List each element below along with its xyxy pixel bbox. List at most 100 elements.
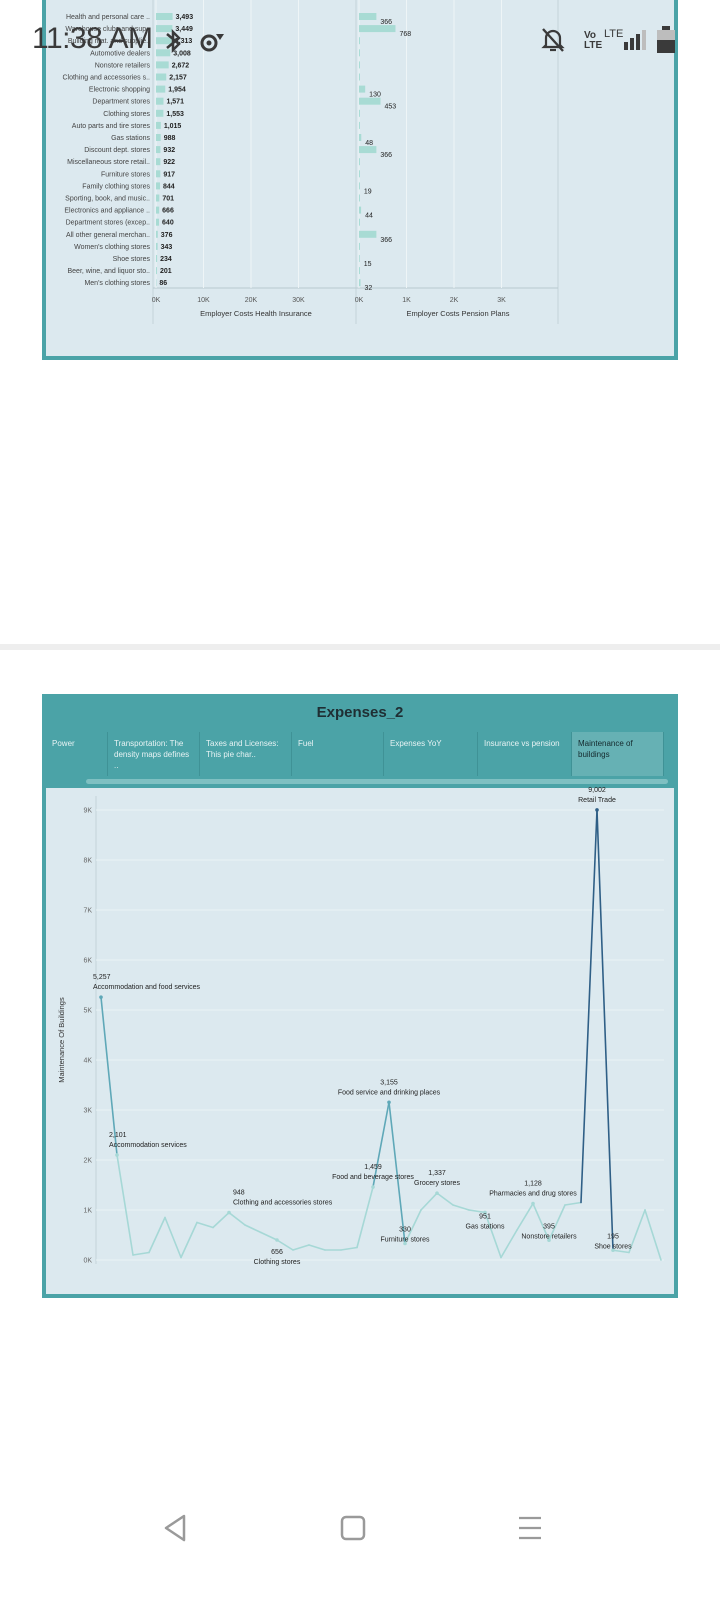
point-category-label: Gas stations (466, 1223, 505, 1230)
point-value-label: 1,128 (524, 1181, 542, 1188)
x-tick-label: 2K (450, 297, 459, 304)
bar-pension (359, 37, 360, 45)
point-value-label: 9,002 (588, 787, 606, 794)
value-label: 1,571 (166, 99, 184, 106)
y-tick-label: 7K (83, 908, 92, 915)
tab-2[interactable]: Taxes and Licenses: This pie char.. (200, 732, 292, 776)
tab-6[interactable]: Maintenance of buildings (572, 732, 664, 776)
employer-costs-card: 0K 10K 20K 30K Employer Costs Health Insuran… (42, 0, 678, 360)
line-segment (196, 1221, 214, 1229)
y-axis-title: Maintenance Of Buildings (57, 997, 66, 1083)
tab-1[interactable]: Transportation: The density maps defines… (108, 732, 200, 776)
bar-health (156, 267, 157, 275)
card-header: Expenses_2 Power Transportation: The dens… (46, 698, 674, 788)
line-segment (532, 1202, 550, 1242)
value-label: 343 (161, 244, 173, 251)
category-label: Department stores (excep.. (66, 220, 150, 227)
employer-costs-chart: 0K 10K 20K 30K Employer Costs Health Insuran… (62, 0, 559, 324)
x-tick-label: 1K (402, 297, 411, 304)
value-label: 48 (365, 140, 373, 147)
value-label: 2,157 (169, 75, 187, 82)
bar-pension (359, 121, 360, 129)
data-point (99, 995, 103, 999)
bar-health (156, 37, 172, 45)
bar-health (156, 170, 161, 178)
recents-icon[interactable] (516, 1512, 544, 1544)
category-label: Family clothing stores (82, 183, 150, 190)
line-segment (356, 1186, 374, 1249)
data-point (403, 1241, 407, 1246)
point-category-label: Retail Trade (578, 797, 616, 804)
tab-5[interactable]: Insurance vs pension (478, 732, 572, 776)
bar-health (156, 85, 166, 93)
bar-pension (359, 61, 360, 69)
category-label: Gas stations (111, 135, 150, 142)
value-label: 701 (162, 196, 174, 203)
data-point (275, 1238, 279, 1242)
category-label: Clothing and accessories s.. (62, 75, 150, 82)
tab-scrollbar[interactable] (86, 779, 668, 784)
point-value-label: 395 (543, 1223, 555, 1230)
point-category-label: Nonstore retailers (521, 1233, 577, 1240)
bar-health (156, 49, 171, 57)
point-value-label: 195 (607, 1233, 619, 1240)
line-segment (148, 1216, 166, 1254)
value-label: 1,954 (168, 87, 186, 94)
bar-health (156, 182, 161, 190)
bar-health (156, 109, 164, 117)
data-point (611, 1248, 615, 1253)
value-label: 1,553 (166, 111, 184, 118)
bar-health (156, 242, 158, 250)
point-category-label: Grocery stores (414, 1180, 460, 1187)
y-tick-label: 8K (83, 858, 92, 865)
value-label: 366 (380, 152, 392, 159)
category-label: Shoe stores (113, 256, 151, 263)
bar-pension (359, 206, 362, 214)
tab-4[interactable]: Expenses YoY (384, 732, 478, 776)
maintenance-line-chart: 0K 1K 2K 3K 4K 5K 6K 7K 8K 9K Maintenance Of Build… (57, 787, 664, 1266)
tab-0[interactable]: Power (46, 732, 108, 776)
value-label: 3,313 (175, 38, 193, 45)
home-icon[interactable] (340, 1512, 366, 1544)
line-segment (420, 1192, 438, 1211)
point-value-label: 1,337 (428, 1170, 446, 1177)
bar-health (156, 255, 158, 262)
bar-pension (359, 182, 360, 190)
tab-3[interactable]: Fuel (292, 732, 384, 776)
line-segment (644, 1209, 662, 1261)
point-value-label: 5,257 (93, 974, 111, 981)
bar-pension (359, 218, 360, 226)
bar-health (156, 61, 169, 69)
y-tick-label: 4K (83, 1058, 92, 1065)
data-point (387, 1100, 391, 1105)
bar-pension (359, 109, 360, 117)
y-tick-label: 6K (83, 958, 92, 965)
bar-pension (359, 230, 377, 238)
value-label: 988 (164, 135, 176, 142)
point-category-label: Shoe stores (594, 1243, 632, 1250)
data-point (227, 1210, 231, 1215)
line-segment (596, 809, 614, 1252)
bar-pension (359, 170, 360, 178)
back-icon[interactable] (160, 1512, 190, 1544)
y-tick-label: 2K (83, 1158, 92, 1165)
point-value-label: 2,101 (109, 1132, 127, 1139)
bar-health (156, 121, 161, 129)
line-segment (612, 1249, 630, 1254)
line-segment (180, 1221, 198, 1259)
point-value-label: 330 (399, 1227, 411, 1234)
line-segment (212, 1211, 230, 1229)
y-tick-label: 1K (83, 1208, 92, 1215)
category-label: Nonstore retailers (95, 62, 151, 69)
line-segment (100, 996, 118, 1156)
value-label: 366 (380, 237, 392, 244)
line-segment (452, 1204, 470, 1211)
line-segment (404, 1209, 422, 1245)
point-value-label: 951 (479, 1213, 491, 1220)
section-divider (0, 644, 720, 650)
line-segment (580, 809, 598, 1204)
point-category-label: Food and beverage stores (332, 1174, 414, 1181)
category-label: Beer, wine, and liquor sto.. (68, 268, 151, 275)
category-label: Building mat. and supplie.. (68, 38, 150, 45)
category-label: Furniture stores (101, 171, 151, 178)
